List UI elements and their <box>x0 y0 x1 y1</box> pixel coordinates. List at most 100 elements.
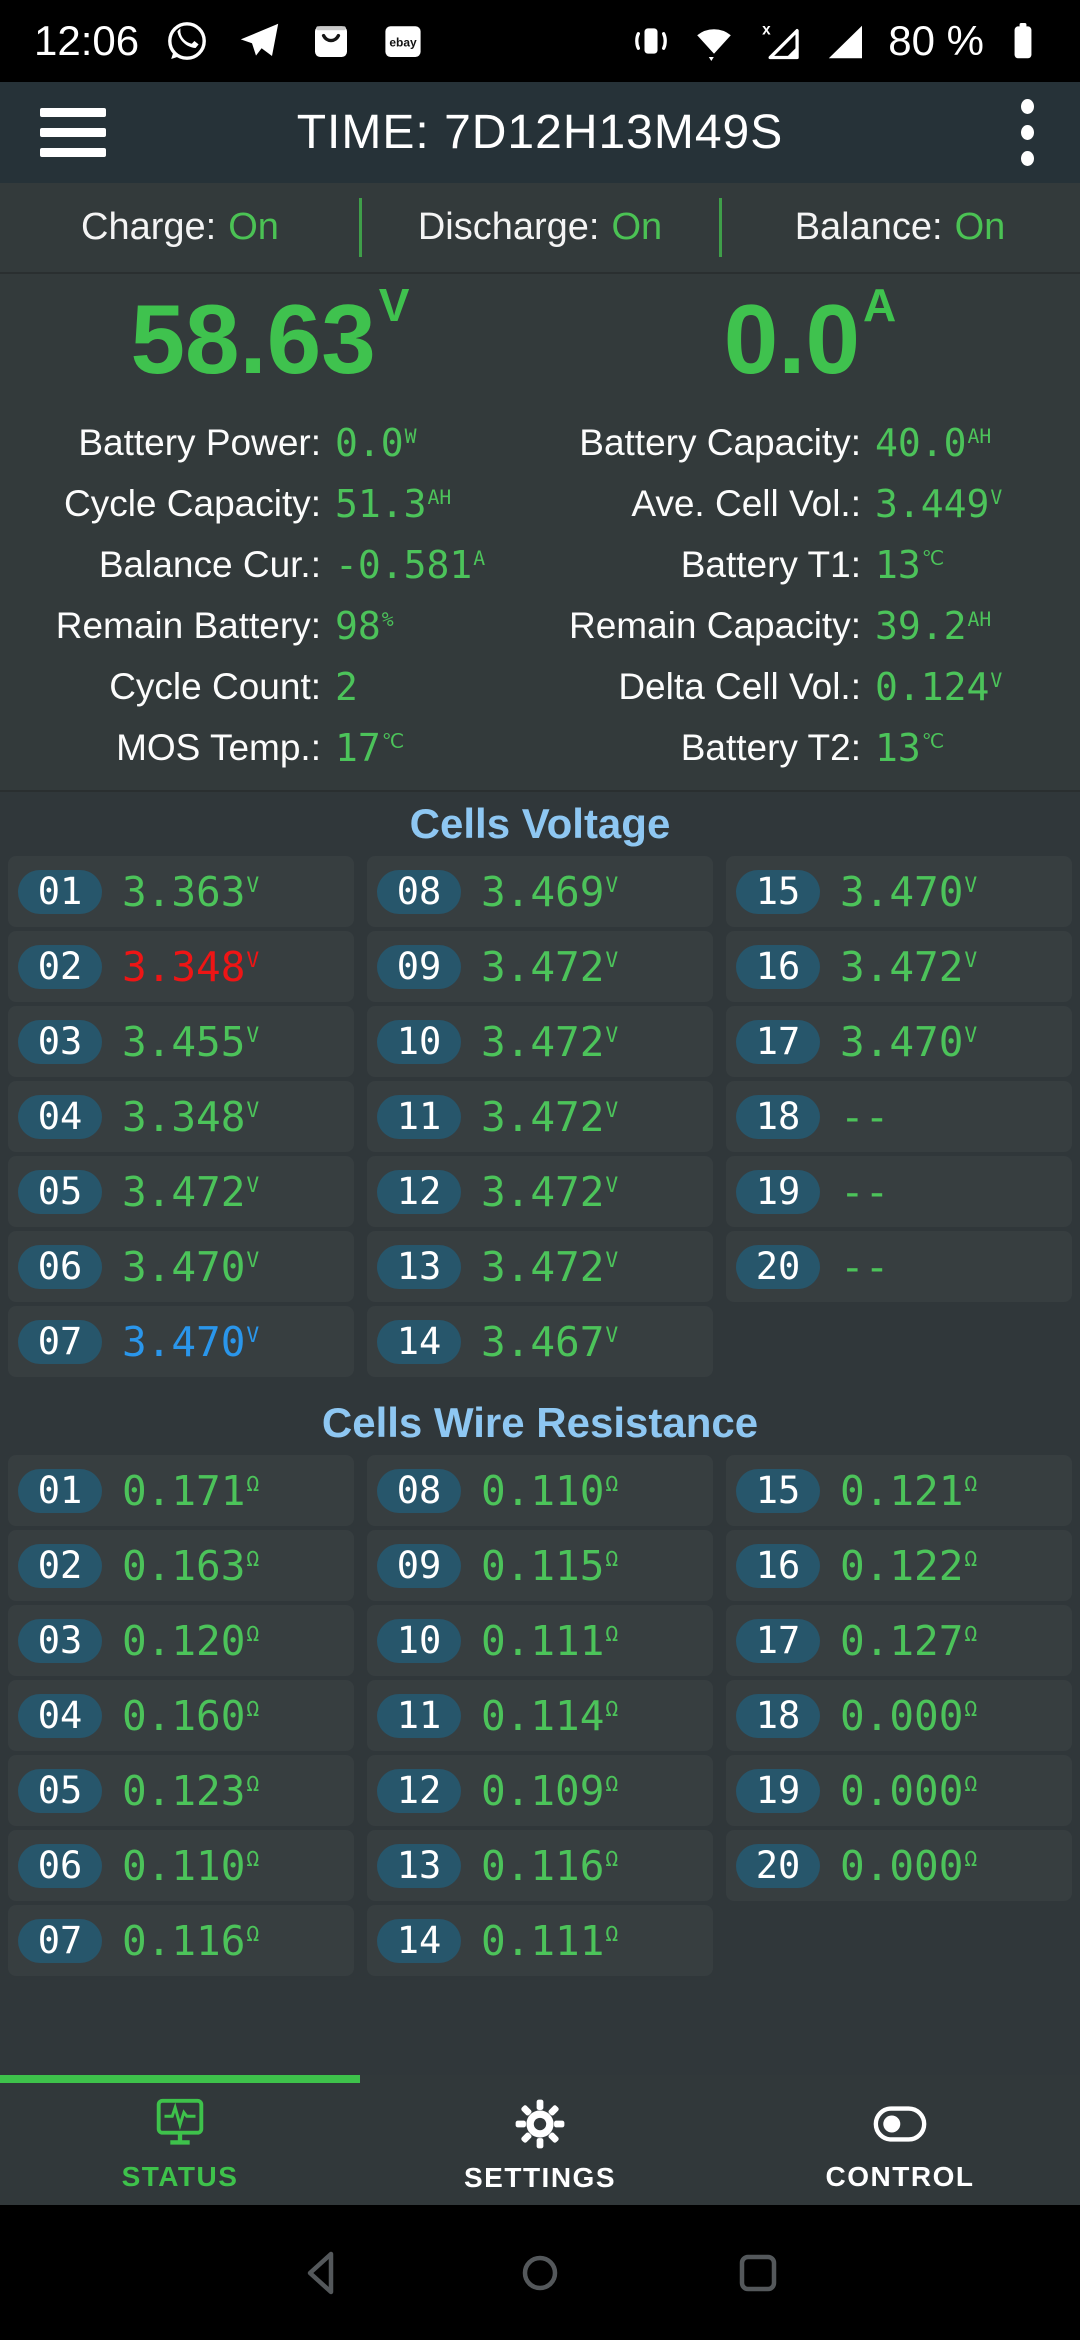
cell-voltage-row: 13 3.472V <box>367 1231 713 1302</box>
cell-voltage-row: 17 3.470V <box>726 1006 1072 1077</box>
cell-number-badge: 06 <box>18 1244 102 1289</box>
switch-value: On <box>228 206 279 248</box>
switch-label: Discharge: <box>417 206 600 248</box>
cell-number-badge: 01 <box>18 1468 102 1513</box>
cell-number-badge: 20 <box>736 1843 820 1888</box>
stat-label: Battery T2: <box>680 726 861 768</box>
cell-number-badge: 13 <box>377 1244 461 1289</box>
cell-resistance-row: 17 0.127Ω <box>726 1605 1072 1676</box>
cell-voltage-row: 19 -- <box>726 1156 1072 1227</box>
cell-resistance-value: 0.160Ω <box>122 1691 260 1740</box>
cell-resistance-value: 0.116Ω <box>122 1916 260 1965</box>
cell-number-badge: 14 <box>377 1918 461 1963</box>
svg-text:ebay: ebay <box>389 35 417 49</box>
cell-resistance-row: 09 0.115Ω <box>367 1530 713 1601</box>
overflow-menu-icon[interactable] <box>1015 95 1040 170</box>
status-monitor-icon <box>156 2098 204 2145</box>
cell-number-badge: 07 <box>18 1918 102 1963</box>
tab-status[interactable]: STATUS <box>0 2075 360 2205</box>
active-tab-indicator <box>0 2075 360 2083</box>
stat-row: Battery Capacity: 40.0AH <box>540 412 1080 473</box>
wifi-icon <box>697 29 732 61</box>
shopping-bag-icon <box>315 26 348 57</box>
cell-number-badge: 03 <box>18 1019 102 1064</box>
cell-resistance-value: 0.110Ω <box>481 1466 619 1515</box>
cell-number-badge: 11 <box>377 1094 461 1139</box>
cell-resistance-value: 0.120Ω <box>122 1616 260 1665</box>
status-bar: 12:06 ebay <box>0 0 1080 82</box>
stat-value: 17℃ <box>335 725 404 770</box>
cell-voltage-value: 3.472V <box>840 942 978 991</box>
stat-value: 51.3AH <box>335 481 452 526</box>
stats-right-column: Battery Capacity: 40.0AH Ave. Cell Vol.:… <box>540 412 1080 778</box>
cell-number-badge: 06 <box>18 1843 102 1888</box>
bottom-navigation: STATUS SETTINGS <box>0 2075 1080 2205</box>
total-voltage: 58.63V <box>130 279 410 394</box>
cell-voltage-value: 3.472V <box>481 1167 619 1216</box>
cell-number-badge: 19 <box>736 1169 820 1214</box>
tab-status-label: STATUS <box>121 2161 239 2192</box>
stat-value: -0.581A <box>335 542 486 587</box>
cell-number-badge: 19 <box>736 1768 820 1813</box>
stat-label: Cycle Capacity: <box>63 482 321 524</box>
switch-value: On <box>611 206 663 248</box>
cells-resistance-grid: 01 0.171Ω 02 0.163Ω 03 0.120Ω 04 0.160Ω … <box>0 1455 1080 1976</box>
stat-value: 13℃ <box>875 542 944 587</box>
cell-resistance-row: 16 0.122Ω <box>726 1530 1072 1601</box>
cell-voltage-row: 11 3.472V <box>367 1081 713 1152</box>
cell-number-badge: 15 <box>736 869 820 914</box>
cell-resistance-row: 06 0.110Ω <box>8 1830 354 1901</box>
cell-number-badge: 09 <box>377 944 461 989</box>
stat-label: Remain Capacity: <box>568 604 861 646</box>
stat-row: Remain Capacity: 39.2AH <box>540 595 1080 656</box>
cell-resistance-value: 0.116Ω <box>481 1841 619 1890</box>
cell-voltage-row: 02 3.348V <box>8 931 354 1002</box>
stat-row: Delta Cell Vol.: 0.124V <box>540 656 1080 717</box>
cell-voltage-row: 14 3.467V <box>367 1306 713 1377</box>
cell-resistance-value: 0.121Ω <box>840 1466 978 1515</box>
cell-resistance-value: 0.163Ω <box>122 1541 260 1590</box>
voltage-unit: V <box>378 279 410 331</box>
cell-number-badge: 05 <box>18 1169 102 1214</box>
cell-voltage-value: 3.470V <box>840 867 978 916</box>
stat-label: Cycle Count: <box>109 665 321 707</box>
cell-number-badge: 10 <box>377 1618 461 1663</box>
cell-resistance-row: 07 0.116Ω <box>8 1905 354 1976</box>
home-icon[interactable] <box>512 2245 568 2301</box>
stat-label: Ave. Cell Vol.: <box>631 482 861 524</box>
tab-control[interactable]: CONTROL <box>720 2075 1080 2205</box>
cell-voltage-row: 18 -- <box>726 1081 1072 1152</box>
cell-voltage-value: 3.348V <box>122 942 260 991</box>
cell-number-badge: 05 <box>18 1768 102 1813</box>
switch-label: Charge: <box>81 206 217 248</box>
cell-voltage-row: 20 -- <box>726 1231 1072 1302</box>
stat-label: Battery T1: <box>680 543 861 585</box>
cell-number-badge: 12 <box>377 1768 461 1813</box>
telegram-icon <box>240 23 279 56</box>
cell-number-badge: 03 <box>18 1618 102 1663</box>
cell-voltage-row: 04 3.348V <box>8 1081 354 1152</box>
cell-resistance-value: 0.115Ω <box>481 1541 619 1590</box>
menu-icon[interactable] <box>40 108 106 157</box>
recents-icon[interactable] <box>730 2245 786 2301</box>
tab-settings[interactable]: SETTINGS <box>360 2075 720 2205</box>
cell-resistance-row: 18 0.000Ω <box>726 1680 1072 1751</box>
stat-row: Remain Battery: 98% <box>0 595 540 656</box>
cell-resistance-row: 15 0.121Ω <box>726 1455 1072 1526</box>
battery-icon <box>1014 22 1032 59</box>
cell-voltage-row: 09 3.472V <box>367 931 713 1002</box>
stat-value: 98% <box>335 603 394 648</box>
cell-resistance-row: 04 0.160Ω <box>8 1680 354 1751</box>
switch-status: Discharge: On <box>359 183 720 272</box>
cell-resistance-value: 0.000Ω <box>840 1691 978 1740</box>
cell-resistance-row: 13 0.116Ω <box>367 1830 713 1901</box>
back-icon[interactable] <box>294 2245 350 2301</box>
cell-voltage-value: 3.472V <box>481 942 619 991</box>
cell-voltage-row: 08 3.469V <box>367 856 713 927</box>
stat-value: 2 <box>335 664 358 709</box>
stat-label: Delta Cell Vol.: <box>618 665 861 707</box>
app-bar: TIME: 7D12H13M49S <box>0 82 1080 183</box>
cell-resistance-value: 0.114Ω <box>481 1691 619 1740</box>
cell-number-badge: 09 <box>377 1543 461 1588</box>
